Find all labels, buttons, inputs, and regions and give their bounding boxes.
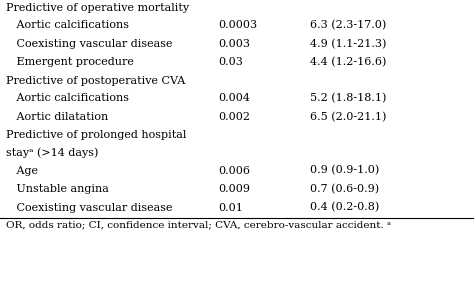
Text: Coexisting vascular disease: Coexisting vascular disease bbox=[6, 202, 173, 213]
Text: 0.03: 0.03 bbox=[218, 57, 243, 67]
Text: Aortic calcifications: Aortic calcifications bbox=[6, 94, 129, 103]
Text: 0.004: 0.004 bbox=[218, 94, 250, 103]
Text: 0.4 (0.2-0.8): 0.4 (0.2-0.8) bbox=[310, 202, 379, 213]
Text: OR, odds ratio; CI, confidence interval; CVA, cerebro-vascular accident. ᵃ: OR, odds ratio; CI, confidence interval;… bbox=[6, 220, 391, 229]
Text: 6.5 (2.0-21.1): 6.5 (2.0-21.1) bbox=[310, 112, 386, 122]
Text: 0.9 (0.9-1.0): 0.9 (0.9-1.0) bbox=[310, 165, 379, 176]
Text: Emergent procedure: Emergent procedure bbox=[6, 57, 134, 67]
Text: 4.4 (1.2-16.6): 4.4 (1.2-16.6) bbox=[310, 57, 386, 67]
Text: 0.7 (0.6-0.9): 0.7 (0.6-0.9) bbox=[310, 184, 379, 194]
Text: Aortic dilatation: Aortic dilatation bbox=[6, 112, 108, 122]
Text: 0.009: 0.009 bbox=[218, 184, 250, 194]
Text: Aortic calcifications: Aortic calcifications bbox=[6, 20, 129, 30]
Text: 0.01: 0.01 bbox=[218, 202, 243, 213]
Text: Predictive of postoperative CVA: Predictive of postoperative CVA bbox=[6, 76, 185, 86]
Text: 0.002: 0.002 bbox=[218, 112, 250, 122]
Text: Age: Age bbox=[6, 165, 38, 176]
Text: Coexisting vascular disease: Coexisting vascular disease bbox=[6, 39, 173, 49]
Text: 4.9 (1.1-21.3): 4.9 (1.1-21.3) bbox=[310, 38, 386, 49]
Text: 6.3 (2.3-17.0): 6.3 (2.3-17.0) bbox=[310, 20, 386, 30]
Text: Predictive of operative mortality: Predictive of operative mortality bbox=[6, 3, 189, 13]
Text: 5.2 (1.8-18.1): 5.2 (1.8-18.1) bbox=[310, 93, 386, 103]
Text: 0.003: 0.003 bbox=[218, 39, 250, 49]
Text: 0.0003: 0.0003 bbox=[218, 20, 257, 30]
Text: Predictive of prolonged hospital: Predictive of prolonged hospital bbox=[6, 131, 186, 140]
Text: stayᵃ (>14 days): stayᵃ (>14 days) bbox=[6, 147, 99, 158]
Text: Unstable angina: Unstable angina bbox=[6, 184, 109, 194]
Text: 0.006: 0.006 bbox=[218, 165, 250, 176]
